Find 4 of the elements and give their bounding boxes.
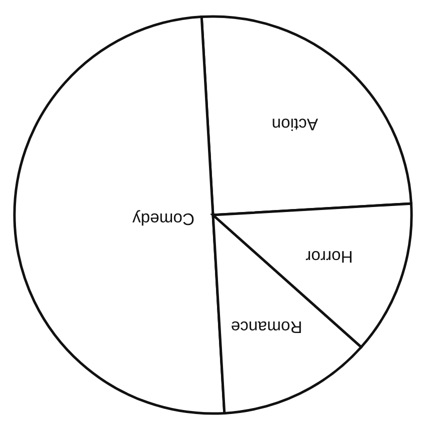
slice-label: Action bbox=[272, 118, 318, 131]
slice-label: Comedy bbox=[132, 210, 194, 226]
slice-label: Horror bbox=[306, 251, 352, 263]
slice-label: Romance bbox=[232, 321, 301, 333]
